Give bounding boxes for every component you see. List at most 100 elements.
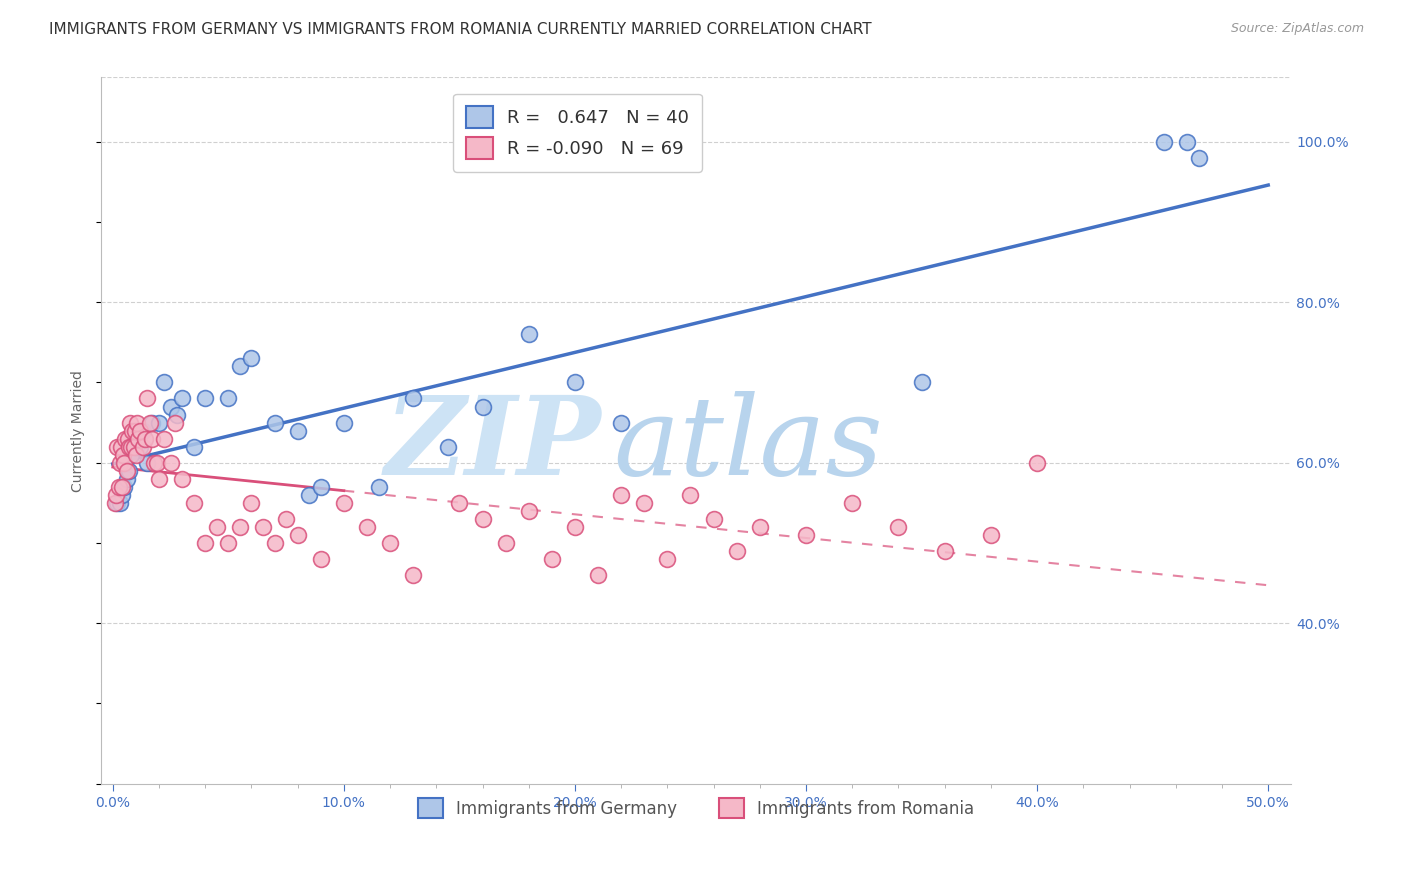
- Legend: Immigrants from Germany, Immigrants from Romania: Immigrants from Germany, Immigrants from…: [412, 791, 981, 825]
- Point: [172, 392, 194, 406]
- Point: [1175, 135, 1198, 149]
- Point: [148, 472, 170, 486]
- Point: [145, 456, 167, 470]
- Point: [129, 440, 152, 454]
- Point: [132, 440, 155, 454]
- Point: [252, 520, 274, 534]
- Point: [148, 416, 170, 430]
- Point: [120, 448, 142, 462]
- Point: [217, 392, 239, 406]
- Point: [333, 416, 356, 430]
- Point: [134, 432, 156, 446]
- Point: [108, 496, 131, 510]
- Point: [564, 520, 586, 534]
- Point: [367, 480, 389, 494]
- Point: [127, 432, 149, 446]
- Point: [333, 496, 356, 510]
- Point: [402, 392, 425, 406]
- Point: [108, 456, 131, 470]
- Point: [166, 408, 188, 422]
- Point: [309, 552, 332, 566]
- Point: [887, 520, 910, 534]
- Point: [112, 448, 135, 462]
- Point: [105, 488, 128, 502]
- Point: [229, 359, 252, 374]
- Point: [111, 488, 134, 502]
- Text: atlas: atlas: [613, 391, 883, 499]
- Point: [136, 392, 159, 406]
- Point: [122, 440, 145, 454]
- Text: ZIP: ZIP: [384, 391, 600, 499]
- Point: [152, 432, 174, 446]
- Point: [471, 512, 494, 526]
- Point: [141, 432, 163, 446]
- Point: [287, 424, 309, 438]
- Point: [910, 376, 932, 390]
- Point: [152, 376, 174, 390]
- Point: [1026, 456, 1049, 470]
- Point: [120, 440, 142, 454]
- Text: IMMIGRANTS FROM GERMANY VS IMMIGRANTS FROM ROMANIA CURRENTLY MARRIED CORRELATION: IMMIGRANTS FROM GERMANY VS IMMIGRANTS FR…: [49, 22, 872, 37]
- Point: [165, 416, 187, 430]
- Point: [122, 440, 145, 454]
- Point: [378, 536, 401, 550]
- Point: [679, 488, 702, 502]
- Point: [517, 327, 540, 342]
- Point: [240, 496, 263, 510]
- Point: [143, 456, 166, 470]
- Point: [794, 528, 817, 542]
- Point: [120, 416, 142, 430]
- Point: [725, 544, 748, 558]
- Point: [118, 440, 141, 454]
- Point: [125, 448, 148, 462]
- Point: [586, 568, 609, 582]
- Point: [540, 552, 562, 566]
- Point: [115, 472, 138, 486]
- Point: [127, 432, 149, 446]
- Point: [610, 416, 633, 430]
- Point: [517, 504, 540, 518]
- Point: [240, 351, 263, 366]
- Point: [610, 488, 633, 502]
- Point: [129, 424, 152, 438]
- Point: [118, 464, 141, 478]
- Point: [104, 496, 127, 510]
- Point: [703, 512, 725, 526]
- Point: [194, 536, 217, 550]
- Point: [841, 496, 863, 510]
- Point: [1153, 135, 1175, 149]
- Point: [402, 568, 425, 582]
- Point: [495, 536, 517, 550]
- Point: [125, 416, 148, 430]
- Point: [1188, 151, 1211, 165]
- Point: [159, 400, 181, 414]
- Point: [107, 480, 129, 494]
- Point: [159, 456, 181, 470]
- Point: [117, 432, 139, 446]
- Point: [309, 480, 332, 494]
- Point: [112, 480, 135, 494]
- Point: [229, 520, 252, 534]
- Point: [217, 536, 239, 550]
- Point: [298, 488, 321, 502]
- Point: [111, 480, 134, 494]
- Point: [105, 496, 128, 510]
- Point: [657, 552, 679, 566]
- Point: [934, 544, 956, 558]
- Point: [287, 528, 309, 542]
- Text: Source: ZipAtlas.com: Source: ZipAtlas.com: [1230, 22, 1364, 36]
- Point: [124, 424, 146, 438]
- Point: [564, 376, 586, 390]
- Point: [183, 440, 205, 454]
- Point: [980, 528, 1002, 542]
- Point: [183, 496, 205, 510]
- Point: [437, 440, 460, 454]
- Point: [356, 520, 378, 534]
- Point: [139, 416, 162, 430]
- Point: [141, 416, 163, 430]
- Point: [172, 472, 194, 486]
- Point: [121, 424, 143, 438]
- Y-axis label: Currently Married: Currently Married: [72, 369, 86, 491]
- Point: [112, 456, 135, 470]
- Point: [125, 440, 148, 454]
